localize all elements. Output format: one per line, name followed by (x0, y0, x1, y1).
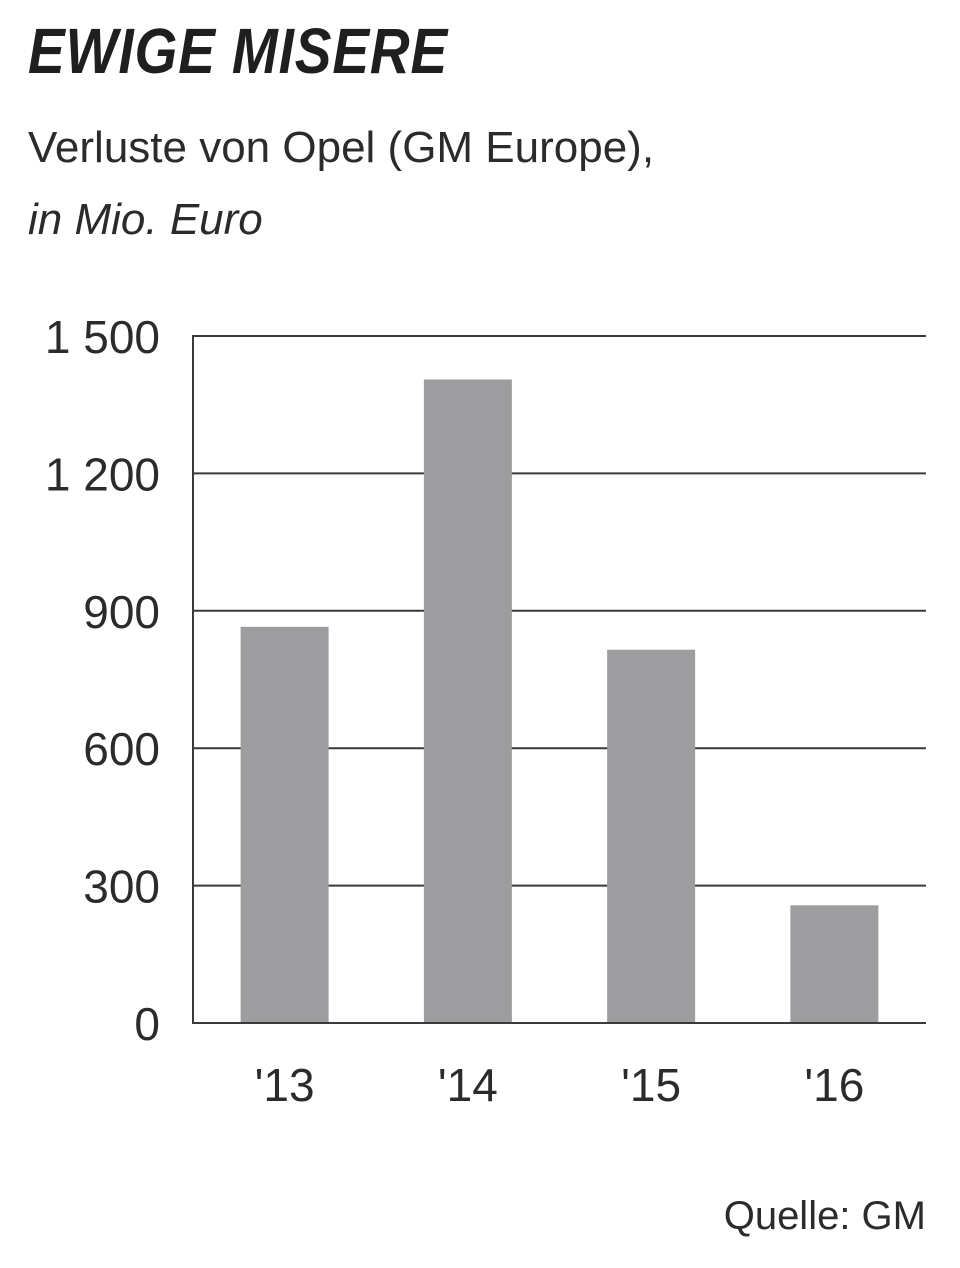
y-tick-label: 600 (83, 723, 160, 775)
y-tick-label: 0 (134, 998, 160, 1050)
x-tick-label: '16 (804, 1059, 864, 1111)
x-tick-label: '14 (438, 1059, 498, 1111)
bar (240, 626, 329, 1023)
y-tick-label: 1 200 (45, 448, 160, 500)
y-tick-label: 900 (83, 586, 160, 638)
bar (607, 649, 696, 1023)
x-tick-label: '15 (621, 1059, 681, 1111)
subtitle-unit: in Mio. Euro (28, 195, 263, 244)
y-tick-label: 300 (83, 861, 160, 913)
subtitle-line-1: Verluste von Opel (GM Europe), (28, 123, 655, 172)
x-tick-label: '13 (255, 1059, 315, 1111)
chart-title: EWIGE MISERE (28, 15, 449, 87)
chart-subtitle: Verluste von Opel (GM Europe), in Mio. E… (28, 112, 654, 256)
source-note: Quelle: GM (723, 1194, 926, 1238)
y-tick-label: 1 500 (45, 311, 160, 363)
bar (790, 905, 879, 1023)
bar (423, 379, 512, 1023)
